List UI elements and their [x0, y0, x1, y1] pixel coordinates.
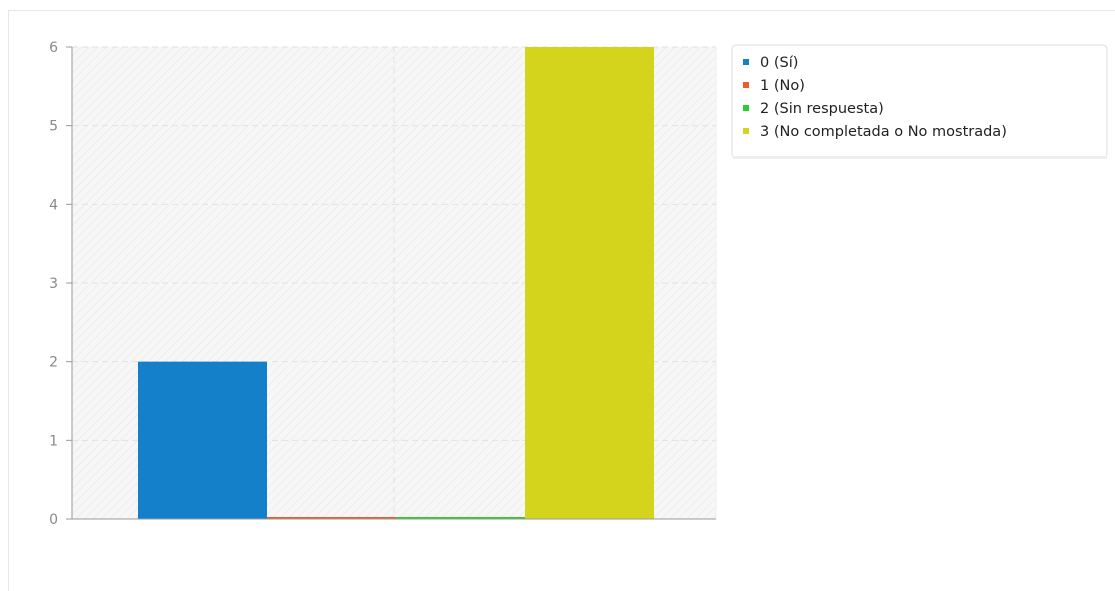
legend-swatch-0 — [743, 59, 749, 65]
y-tick-label-0: 0 — [49, 512, 58, 528]
y-tick-label-6: 6 — [49, 40, 58, 56]
grid-lines — [72, 46, 717, 519]
bar-0 — [138, 361, 267, 519]
legend-swatch-2 — [743, 105, 749, 111]
legend: 0 (Sí) 1 (No) 2 (Sin respuesta) 3 (No compl… — [731, 44, 1108, 159]
legend-label-1: 1 (No) — [760, 78, 805, 94]
y-tick-label-5: 5 — [49, 119, 58, 135]
bars — [138, 47, 654, 519]
legend-label-3: 3 (No completada o No mostrada) — [760, 124, 1007, 140]
legend-swatch-1 — [743, 82, 749, 88]
y-axis-ticks: 0 1 2 3 4 5 6 — [49, 40, 72, 528]
bar-1 — [267, 517, 396, 519]
legend-label-0: 0 (Sí) — [760, 55, 798, 71]
legend-shadow — [733, 156, 1107, 159]
y-tick-label-4: 4 — [49, 197, 58, 213]
legend-label-2: 2 (Sin respuesta) — [760, 101, 884, 117]
y-tick-label-2: 2 — [49, 355, 58, 371]
y-tick-label-3: 3 — [49, 276, 58, 292]
legend-swatch-3 — [743, 128, 749, 134]
bar-3 — [525, 47, 654, 519]
y-tick-label-1: 1 — [49, 433, 58, 449]
bar-2 — [396, 517, 525, 519]
